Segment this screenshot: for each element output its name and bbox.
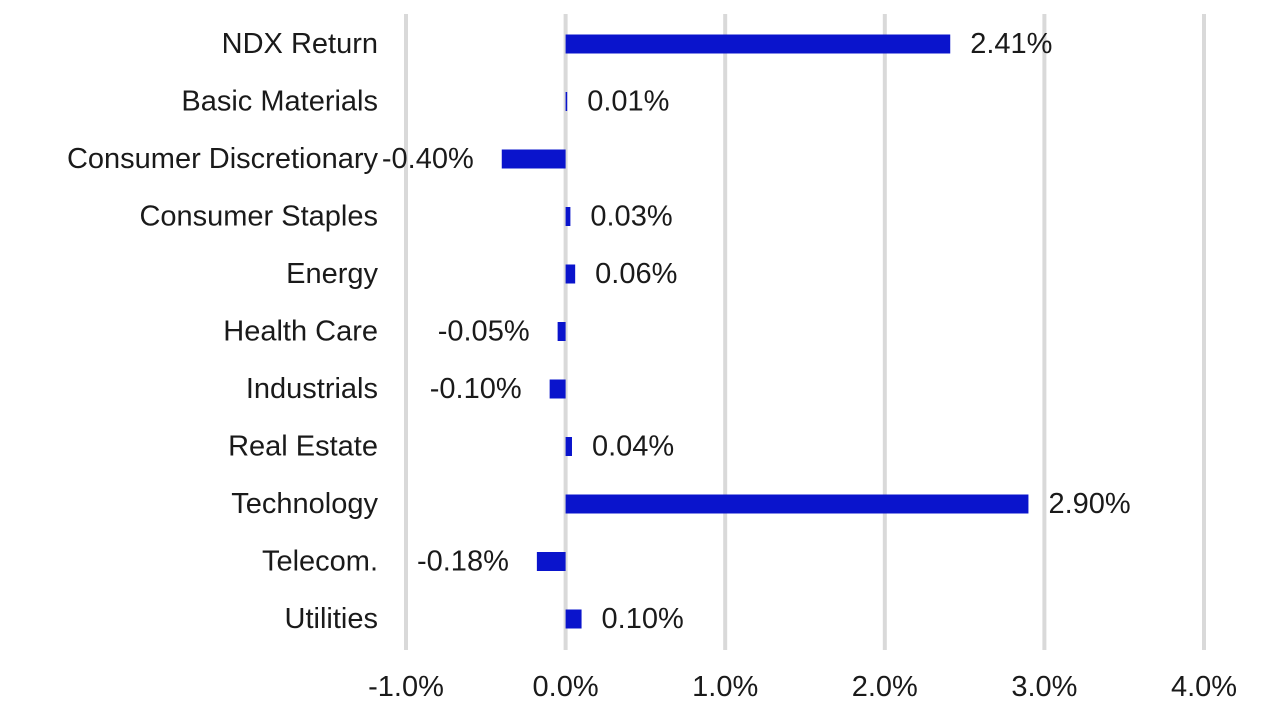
category-label: Technology: [231, 488, 378, 520]
bar: [501, 149, 566, 169]
data-label: 0.10%: [602, 603, 684, 635]
bar: [557, 322, 566, 341]
x-tick-label: 1.0%: [692, 671, 758, 703]
x-tick-label: 3.0%: [1011, 671, 1077, 703]
bar: [565, 92, 568, 111]
category-label: Telecom.: [262, 546, 378, 578]
x-tick-label: 2.0%: [852, 671, 918, 703]
bar: [565, 34, 951, 54]
category-label: Consumer Discretionary: [67, 143, 379, 175]
x-tick-label: -1.0%: [368, 671, 444, 703]
bar: [536, 552, 566, 571]
data-label: -0.40%: [382, 143, 474, 175]
value-labels: 2.41% 0.01% -0.40% 0.03% 0.06% -0.05% -0.10% 0.…: [382, 28, 1131, 635]
category-label: Energy: [286, 258, 378, 290]
data-label: 2.90%: [1048, 488, 1130, 520]
bar: [565, 264, 576, 284]
data-label: -0.05%: [438, 316, 530, 348]
category-label: Consumer Staples: [139, 201, 378, 233]
data-label: 0.01%: [587, 86, 669, 118]
data-label: -0.10%: [430, 373, 522, 405]
category-label: Basic Materials: [181, 86, 378, 118]
category-label: Utilities: [285, 603, 378, 635]
bar: [565, 437, 572, 456]
x-tick-label: 0.0%: [533, 671, 599, 703]
bar: [565, 207, 571, 226]
category-label: NDX Return: [222, 28, 378, 60]
category-label: Real Estate: [228, 431, 378, 463]
bar: [565, 494, 1029, 514]
category-label: Health Care: [223, 316, 378, 348]
category-labels: NDX Return Basic Materials Consumer Discre…: [67, 28, 379, 635]
gridlines: [404, 14, 1206, 650]
data-label: 0.03%: [590, 201, 672, 233]
data-label: 0.04%: [592, 431, 674, 463]
data-label: 0.06%: [595, 258, 677, 290]
category-label: Industrials: [246, 373, 378, 405]
bar: [565, 609, 582, 629]
data-label: 2.41%: [970, 28, 1052, 60]
bar: [549, 379, 566, 399]
bars: [501, 34, 1029, 629]
data-label: -0.18%: [417, 546, 509, 578]
x-axis-tick-labels: -1.0% 0.0% 1.0% 2.0% 3.0% 4.0%: [368, 671, 1237, 703]
x-tick-label: 4.0%: [1171, 671, 1237, 703]
